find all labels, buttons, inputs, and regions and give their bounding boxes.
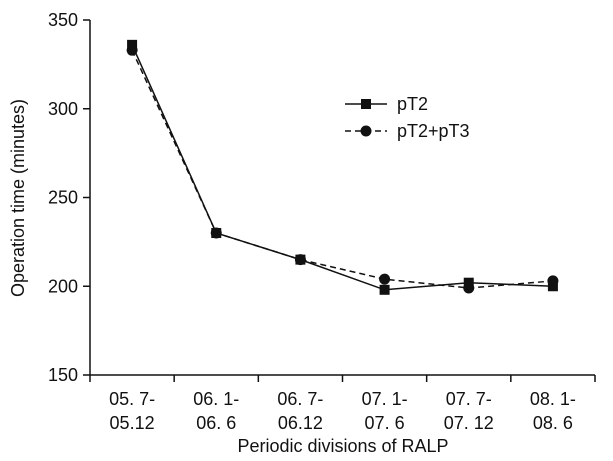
series-pT2-pT3: [126, 44, 559, 294]
data-point-pT2-pT3: [463, 282, 475, 294]
x-tick-label: 07. 6: [365, 413, 405, 433]
y-ticks: 150 200 250 300 350: [48, 10, 90, 385]
legend-label-pT2: pT2: [397, 94, 428, 114]
data-point-pT2-pT3: [210, 227, 222, 239]
x-tick-label: 07. 12: [444, 413, 494, 433]
x-axis: 05. 7- 05.12 06. 1- 06. 6 06. 7- 06.12 07. 1- 0…: [89, 374, 596, 433]
y-axis: 150 200 250 300 350: [48, 10, 91, 385]
legend-item-pT2: pT2: [345, 94, 428, 114]
x-tick-label: 06. 6: [196, 413, 236, 433]
series-pT2: [127, 39, 558, 295]
y-tick-label: 200: [48, 276, 78, 296]
x-tick-label: 06. 1-: [193, 389, 239, 409]
y-tick-label: 250: [48, 188, 78, 208]
x-tick-label: 05.12: [110, 413, 155, 433]
x-tick-label: 06.12: [278, 413, 323, 433]
series-layer: [126, 39, 559, 295]
x-tick-label: 07. 1-: [362, 389, 408, 409]
y-tick-label: 150: [48, 365, 78, 385]
data-point-pT2: [379, 284, 390, 295]
x-tick-label: 07. 7-: [446, 389, 492, 409]
legend-item-pT2-pT3: pT2+pT3: [345, 121, 470, 141]
y-tick-label: 350: [48, 10, 78, 30]
data-point-pT2-pT3: [379, 273, 391, 285]
x-tick-label: 08. 1-: [530, 389, 576, 409]
data-point-pT2-pT3: [126, 44, 138, 56]
x-tick-label: 05. 7-: [109, 389, 155, 409]
x-tick-label: 08. 6: [533, 413, 573, 433]
legend-label-pT2-pT3: pT2+pT3: [397, 121, 470, 141]
legend-marker-pT2-pT3: [360, 125, 372, 137]
series-line-pT2-pT3: [131, 49, 553, 289]
x-axis-label: Periodic divisions of RALP: [237, 436, 448, 456]
legend-marker-pT2: [361, 99, 371, 109]
x-ticks: 05. 7- 05.12 06. 1- 06. 6 06. 7- 06.12 07. 1- 0…: [89, 375, 596, 433]
x-tick-label: 06. 7-: [277, 389, 323, 409]
y-tick-label: 300: [48, 99, 78, 119]
data-point-pT2-pT3: [294, 254, 306, 266]
y-axis-label: Operation time (minutes): [8, 99, 28, 297]
data-point-pT2-pT3: [547, 275, 559, 287]
legend: pT2 pT2+pT3: [345, 94, 470, 141]
series-line-pT2: [131, 44, 553, 291]
